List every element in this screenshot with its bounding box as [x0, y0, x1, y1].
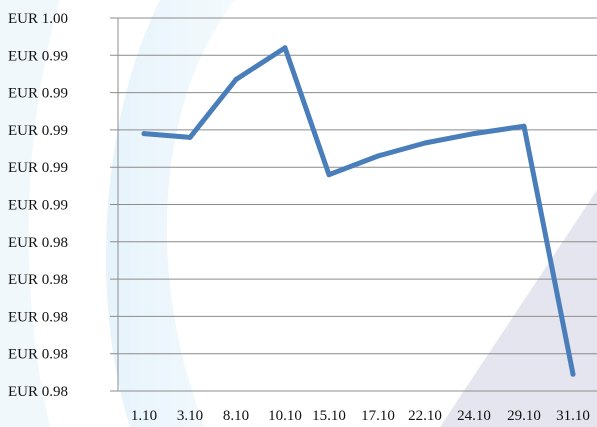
data-point — [422, 140, 428, 146]
x-axis-tick-labels: 1.10 3.10 8.10 10.10 15.10 17.10 22.10 24.10 29.… — [131, 408, 590, 424]
data-point — [375, 153, 381, 159]
y-tick-label: EUR 0.99 — [8, 123, 68, 139]
x-tick-label: 3.10 — [177, 408, 203, 424]
axes — [110, 18, 597, 392]
x-tick-label: 22.10 — [408, 408, 442, 424]
data-point — [187, 134, 193, 140]
data-point — [282, 45, 288, 51]
y-tick-label: EUR 0.99 — [8, 160, 68, 176]
x-tick-label: 17.10 — [361, 408, 395, 424]
data-point — [521, 123, 527, 129]
watermark-blue-swoosh — [106, 0, 235, 427]
watermark-grey-triangle — [440, 190, 597, 427]
gridlines — [110, 17, 597, 355]
data-point — [471, 131, 477, 137]
x-tick-label: 10.10 — [268, 408, 302, 424]
data-point — [141, 131, 147, 137]
y-tick-label: EUR 0.99 — [8, 86, 68, 102]
series-group — [141, 45, 576, 377]
watermark-left-band — [0, 0, 60, 427]
x-tick-label: 24.10 — [457, 408, 491, 424]
x-tick-label: 29.10 — [507, 408, 541, 424]
x-tick-label: 8.10 — [223, 408, 249, 424]
y-tick-label: EUR 0.98 — [8, 347, 68, 363]
series-line — [141, 45, 576, 377]
y-axis-tick-labels: EUR 1.00 EUR 0.99 EUR 0.99 EUR 0.99 EUR 0.99… — [8, 11, 68, 400]
y-tick-label: EUR 0.99 — [8, 198, 68, 214]
data-point — [326, 172, 332, 178]
y-tick-label: EUR 0.98 — [8, 235, 68, 251]
y-tick-label: EUR 0.99 — [8, 48, 68, 64]
y-tick-label: EUR 0.98 — [8, 384, 68, 400]
x-tick-label: 31.10 — [556, 408, 590, 424]
x-tick-label: 1.10 — [131, 408, 157, 424]
data-point — [570, 371, 576, 377]
data-point — [233, 77, 239, 82]
y-tick-label: EUR 0.98 — [8, 272, 68, 288]
y-tick-label: EUR 0.98 — [8, 309, 68, 325]
x-tick-label: 15.10 — [312, 408, 346, 424]
y-tick-label: EUR 1.00 — [8, 11, 68, 27]
